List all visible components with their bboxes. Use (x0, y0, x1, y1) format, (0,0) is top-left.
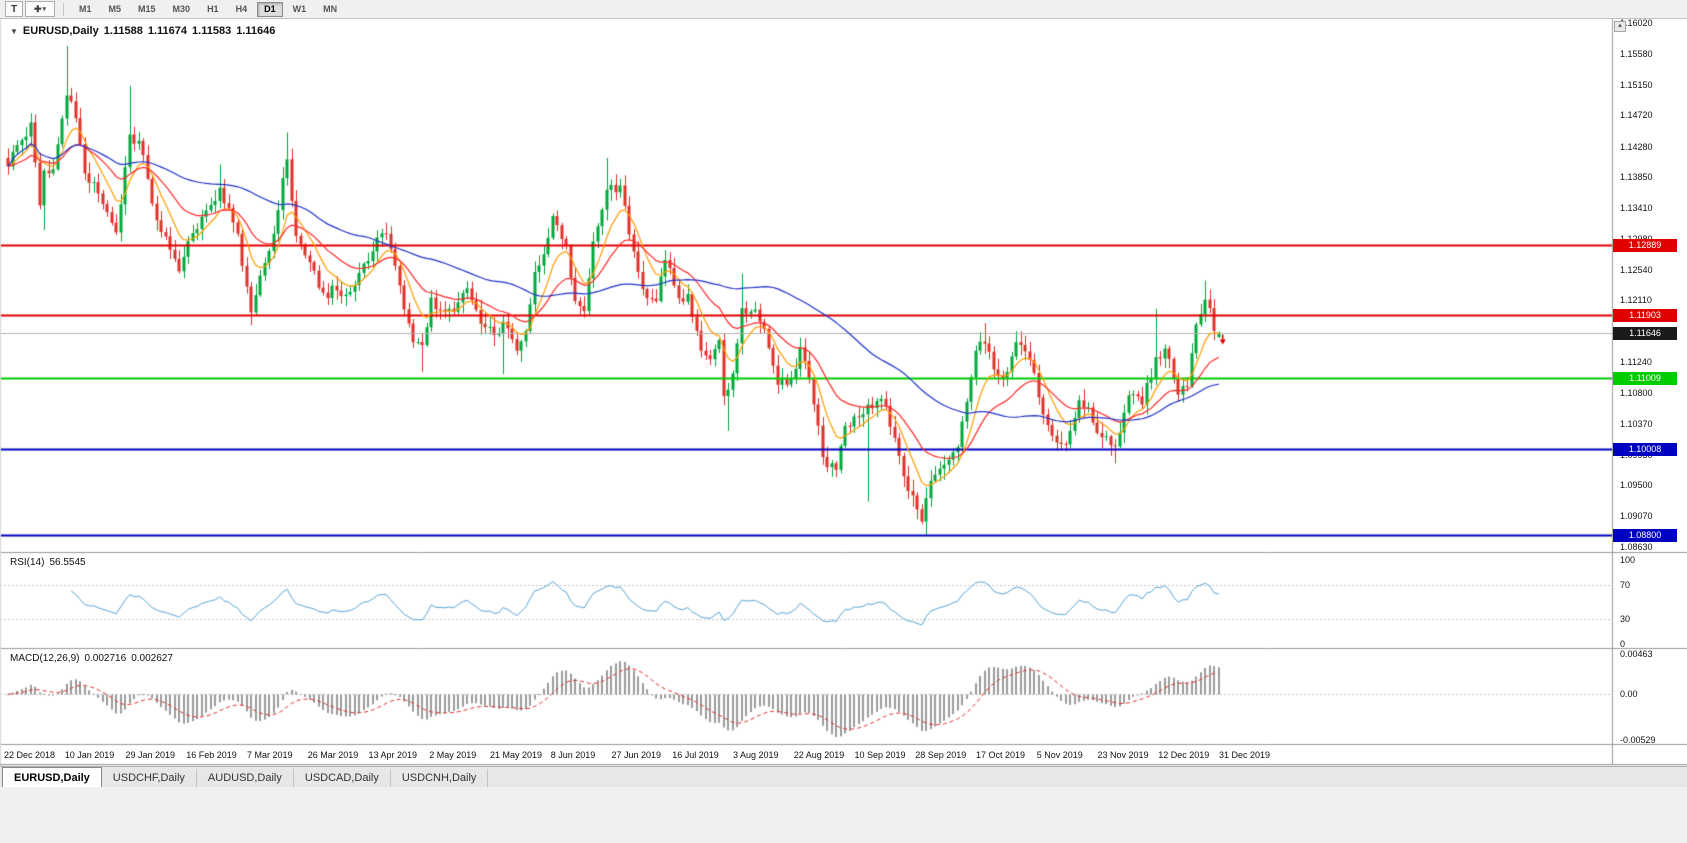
date-axis-label: 26 Mar 2019 (307, 750, 359, 760)
date-axis-label: 5 Nov 2019 (1036, 750, 1083, 760)
price-axis-label: 1.13850 (1620, 172, 1653, 183)
chevron-down-icon: ▾ (42, 6, 47, 13)
date-axis-label: 17 Oct 2019 (976, 750, 1026, 760)
panel-resize-handle-macd[interactable] (0, 646, 1612, 652)
date-axis-label: 27 Jun 2019 (611, 750, 662, 760)
price-level-badge-resistance-line-1[interactable]: 1.12889 (1613, 239, 1677, 253)
current-price-badge: 1.11646 (1613, 327, 1677, 341)
macd-signal-value: 0.002627 (131, 653, 173, 664)
date-axis-label: 22 Dec 2018 (4, 750, 56, 760)
chart-open-value: 1.11588 (103, 25, 143, 37)
rsi-indicator-label: RSI(14) 56.5545 (10, 557, 86, 568)
price-axis-label: 1.15150 (1620, 79, 1653, 90)
macd-axis-label: -0.00529 (1620, 735, 1656, 745)
price-level-badge-resistance-line-2[interactable]: 1.11903 (1613, 309, 1677, 323)
rsi-axis-label: 70 (1620, 580, 1631, 591)
timeframe-button-m5[interactable]: M5 (102, 2, 129, 17)
timeframe-button-h1[interactable]: H1 (200, 2, 226, 17)
timeframe-group: M1 M5 M15 M30 H1 H4 D1 W1 MN (72, 1, 344, 17)
panel-resize-handle-rsi[interactable] (0, 550, 1612, 556)
date-axis-label: 31 Dec 2019 (1219, 750, 1271, 760)
timeframe-button-mn[interactable]: MN (316, 2, 344, 17)
date-axis-label: 23 Nov 2019 (1097, 750, 1149, 760)
date-axis-label: 7 Mar 2019 (247, 750, 293, 760)
date-axis-label: 22 Aug 2019 (793, 750, 845, 760)
chart-close-value: 1.11646 (236, 25, 276, 37)
macd-main-value: 0.002716 (84, 653, 127, 664)
rsi-axis-label: 30 (1620, 613, 1631, 624)
date-axis-label: 2 May 2019 (429, 750, 477, 760)
chart-tab-bar: EURUSD,Daily USDCHF,Daily AUDUSD,Daily USDC… (0, 766, 1687, 787)
draw-tool-icon: ✚ (33, 3, 42, 14)
macd-name: MACD(12,26,9) (10, 653, 80, 664)
scroll-up-icon: ▲ (1617, 23, 1623, 29)
date-axis-label: 29 Jan 2019 (125, 750, 176, 760)
date-axis-label: 13 Apr 2019 (368, 750, 418, 760)
chart-dropdown-icon: ▼ (10, 26, 18, 36)
date-axis-label: 16 Feb 2019 (186, 750, 237, 760)
timeframe-button-m1[interactable]: M1 (72, 2, 99, 17)
price-axis-label: 1.12980 (1620, 234, 1653, 244)
timeframe-button-h4[interactable]: H4 (229, 2, 255, 17)
price-axis-label: 1.16020 (1620, 18, 1653, 29)
macd-axis-label: 0.00463 (1620, 649, 1653, 659)
timeframe-button-w1[interactable]: W1 (286, 2, 314, 17)
tab-audusd-daily[interactable]: AUDUSD,Daily (197, 769, 294, 787)
rsi-name: RSI(14) (10, 557, 45, 568)
date-axis-label: 8 Jun 2019 (550, 750, 596, 760)
price-axis-label: 1.14280 (1620, 141, 1653, 152)
price-level-badge-support-line-blue-2[interactable]: 1.08800 (1613, 528, 1677, 542)
price-axis-label: 1.09500 (1620, 480, 1653, 491)
tab-usdcnh-daily[interactable]: USDCNH,Daily (391, 769, 489, 787)
draw-tool-button[interactable]: ✚ ▾ (25, 1, 55, 17)
tab-eurusd-daily[interactable]: EURUSD,Daily (2, 767, 102, 787)
rsi-value: 56.5545 (49, 557, 86, 568)
rsi-axis-label: 100 (1620, 555, 1636, 565)
price-level-badge-support-line-green[interactable]: 1.11009 (1613, 372, 1677, 386)
price-axis-label: 1.11240 (1620, 357, 1652, 368)
chart-title: ▼ EURUSD,Daily 1.11588 1.11674 1.11583 1… (10, 25, 275, 37)
timeframe-button-m15[interactable]: M15 (131, 2, 163, 17)
macd-indicator-label: MACD(12,26,9) 0.002716 0.002627 (10, 653, 173, 664)
price-axis-label: 1.09070 (1620, 510, 1653, 521)
tab-usdcad-daily[interactable]: USDCAD,Daily (294, 769, 391, 787)
rsi-axis-label: 0 (1620, 639, 1626, 649)
price-chart-canvas[interactable] (0, 0, 1687, 766)
date-axis-label: 28 Sep 2019 (915, 750, 967, 760)
chart-symbol-label: EURUSD,Daily (22, 25, 99, 37)
price-axis-scroll-button[interactable]: ▲ (1614, 21, 1626, 32)
date-axis-label: 10 Jan 2019 (64, 750, 115, 760)
price-axis-label: 1.13410 (1620, 203, 1653, 214)
macd-axis-label: 0.00 (1620, 689, 1638, 700)
price-axis-label: 1.08630 (1620, 542, 1653, 553)
price-axis-label: 1.10800 (1620, 388, 1653, 399)
price-axis-label: 1.12110 (1620, 295, 1652, 306)
timeframe-button-m30[interactable]: M30 (166, 2, 198, 17)
date-axis-label: 21 May 2019 (490, 750, 543, 760)
date-axis-label: 12 Dec 2019 (1158, 750, 1210, 760)
chart-low-value: 1.11583 (192, 25, 232, 37)
top-toolbar: T ✚ ▾ M1 M5 M15 M30 H1 H4 D1 W1 MN (0, 0, 1687, 19)
text-tool-button[interactable]: T (5, 1, 23, 17)
chart-high-value: 1.11674 (147, 25, 188, 37)
price-axis-label: 1.10370 (1620, 418, 1653, 429)
date-axis-label: 3 Aug 2019 (733, 750, 779, 760)
price-axis-label: 1.14720 (1620, 110, 1653, 121)
toolbar-separator (63, 2, 64, 16)
tab-usdchf-daily[interactable]: USDCHF,Daily (102, 769, 197, 787)
date-axis-label: 16 Jul 2019 (672, 750, 719, 760)
price-axis-label: 1.15580 (1620, 49, 1653, 60)
price-axis-label: 1.12540 (1620, 264, 1653, 275)
date-axis-label: 10 Sep 2019 (854, 750, 906, 760)
timeframe-button-d1[interactable]: D1 (257, 1, 283, 17)
price-level-badge-support-line-blue-1[interactable]: 1.10008 (1613, 443, 1677, 457)
